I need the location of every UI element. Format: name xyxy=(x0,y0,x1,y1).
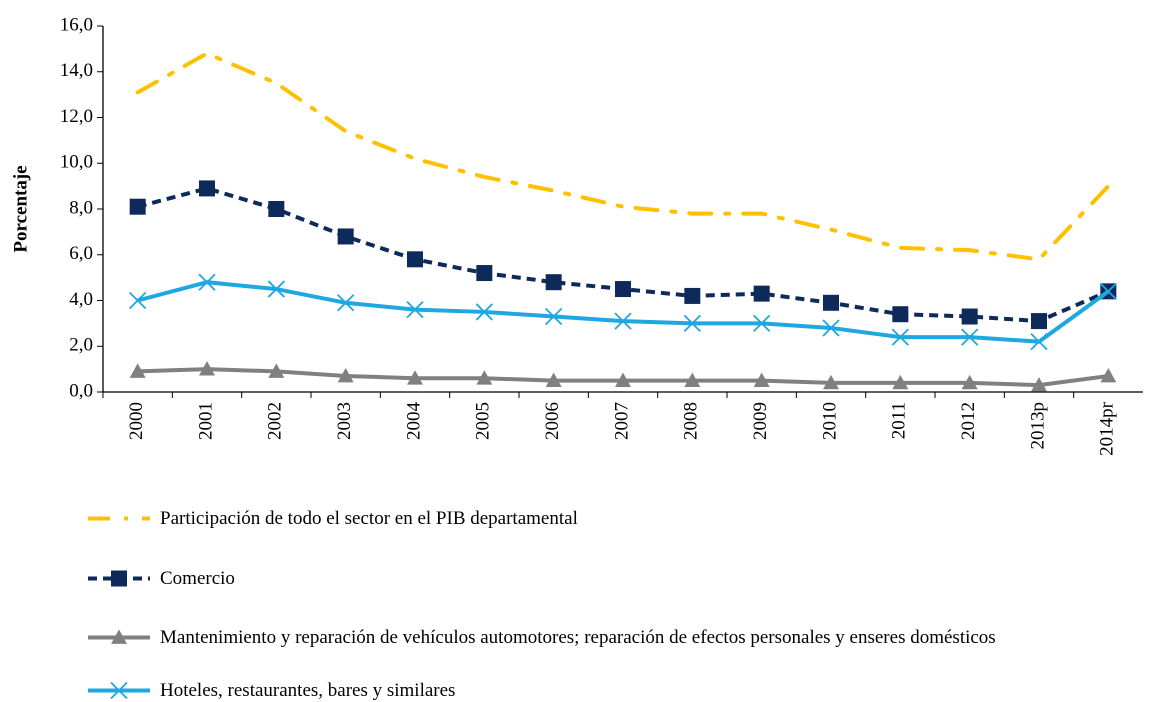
y-tick-label: 12,0 xyxy=(60,106,93,127)
legend-swatch xyxy=(88,681,150,700)
legend-item: Mantenimiento y reparación de vehículos … xyxy=(86,626,1120,649)
marker xyxy=(823,294,839,311)
x-tick-label: 2002 xyxy=(265,402,286,440)
marker xyxy=(129,198,146,215)
x-tick-label: 2012 xyxy=(958,402,979,440)
y-tick-label: 8,0 xyxy=(69,197,93,218)
marker xyxy=(753,314,771,333)
marker xyxy=(615,281,631,298)
marker xyxy=(1099,282,1117,300)
marker xyxy=(684,287,701,304)
legend-item: Participación de todo el sector en el PI… xyxy=(86,507,1120,530)
marker xyxy=(823,374,839,390)
y-tick-label: 2,0 xyxy=(69,335,93,356)
marker xyxy=(753,285,770,302)
x-tick-label: 2009 xyxy=(750,402,771,440)
marker xyxy=(198,273,216,291)
marker xyxy=(111,629,127,644)
marker xyxy=(199,180,215,197)
y-tick-label: 14,0 xyxy=(60,60,93,81)
marker xyxy=(111,570,127,587)
marker xyxy=(753,372,770,387)
legend-label: Comercio xyxy=(160,568,235,589)
marker xyxy=(891,328,909,346)
marker xyxy=(545,307,563,326)
marker xyxy=(268,201,285,217)
marker xyxy=(892,374,909,390)
marker xyxy=(615,372,631,387)
x-tick-label: 2013p xyxy=(1027,402,1048,450)
marker xyxy=(822,319,840,337)
marker xyxy=(1031,377,1047,392)
marker xyxy=(545,372,562,387)
x-tick-label: 2006 xyxy=(542,402,563,440)
x-tick-label: 2000 xyxy=(126,402,147,440)
y-tick-label: 0,0 xyxy=(69,380,93,401)
marker xyxy=(1100,367,1117,383)
marker xyxy=(545,274,562,291)
marker xyxy=(961,374,978,390)
legend-item: Comercio xyxy=(86,567,1120,590)
marker xyxy=(476,370,493,385)
marker xyxy=(337,367,354,383)
marker xyxy=(892,306,909,323)
x-tick-label: 2008 xyxy=(681,402,702,440)
y-tick-label: 10,0 xyxy=(60,152,93,173)
x-tick-label: 2001 xyxy=(195,402,216,440)
x-tick-label: 2011 xyxy=(889,402,910,439)
marker xyxy=(337,294,355,312)
y-tick-label: 16,0 xyxy=(60,14,93,35)
chart: Porcentaje 0,0 2,0 4,0 6,0 8,0 10,0 12,0 14,0 16… xyxy=(10,14,1143,456)
marker xyxy=(129,291,147,310)
y-axis-title: Porcentaje xyxy=(10,165,31,252)
marker xyxy=(406,301,424,319)
marker xyxy=(129,363,146,378)
legend-swatch xyxy=(88,516,150,521)
marker xyxy=(1030,333,1048,351)
marker xyxy=(614,312,632,330)
marker xyxy=(961,328,979,346)
marker xyxy=(1031,313,1047,330)
marker xyxy=(337,228,354,245)
x-tick-label: 2007 xyxy=(611,402,632,440)
marker xyxy=(407,370,423,385)
marker xyxy=(407,251,423,268)
marker xyxy=(267,280,285,298)
legend-swatch xyxy=(88,570,150,587)
legend-label: Hoteles, restaurantes, bares y similares xyxy=(160,680,456,701)
x-tick-label: 2010 xyxy=(819,402,840,440)
marker xyxy=(110,681,128,700)
marker xyxy=(961,308,978,325)
legend-label: Mantenimiento y reparación de vehículos … xyxy=(160,627,996,648)
marker xyxy=(683,314,701,333)
x-tick-label: 2004 xyxy=(403,402,424,441)
marker xyxy=(268,363,285,378)
marker xyxy=(476,265,493,282)
x-tick-label: 2003 xyxy=(334,402,355,440)
series-line xyxy=(135,51,1111,262)
y-tick-label: 6,0 xyxy=(69,243,93,264)
legend-label: Participación de todo el sector en el PI… xyxy=(160,508,578,529)
marker xyxy=(199,361,215,376)
legend-swatch xyxy=(88,629,150,644)
marker xyxy=(475,303,493,321)
marker xyxy=(684,372,701,387)
x-tick-label: 2005 xyxy=(473,402,494,440)
x-tick-label: 2014pr xyxy=(1097,401,1118,456)
y-tick-label: 4,0 xyxy=(69,289,93,310)
legend-item: Hoteles, restaurantes, bares y similares xyxy=(86,679,1120,702)
